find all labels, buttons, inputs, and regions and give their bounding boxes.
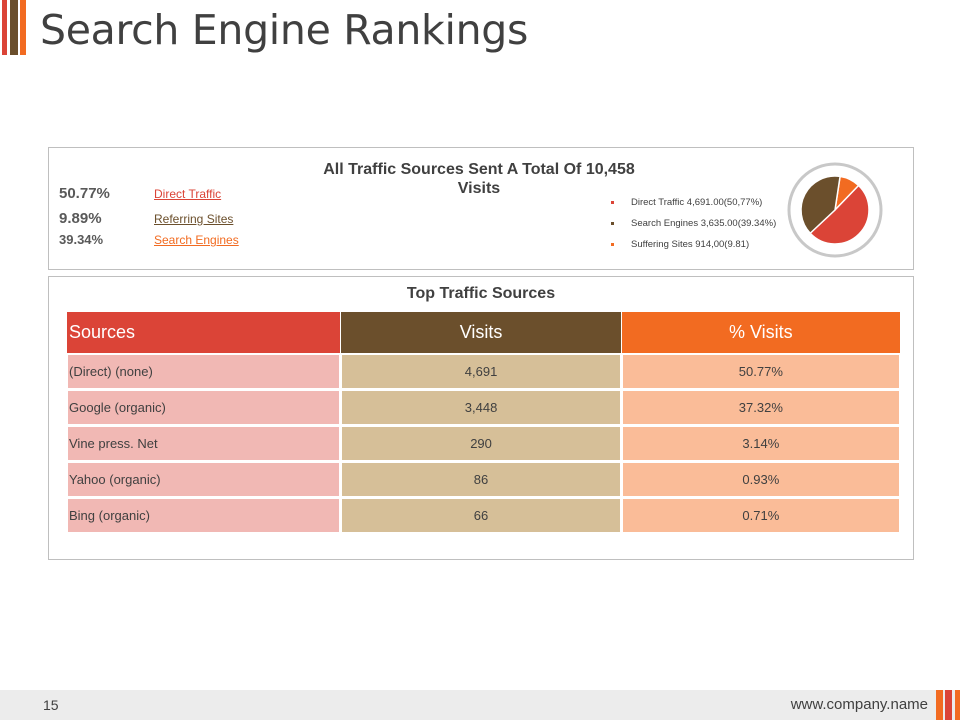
pie-svg [787, 162, 883, 258]
header-sources: Sources [67, 312, 341, 353]
footer-accent-bar-red [945, 690, 952, 720]
legend-swatch [611, 222, 614, 225]
traffic-pie-chart [786, 161, 884, 259]
stat-row-search-engines: 39.34% Search Engines [59, 232, 239, 247]
percent-cell: 3.14% [621, 426, 900, 461]
pie-slice-search-engines [800, 175, 841, 235]
website-url: www.company.name [790, 696, 928, 713]
header-accent-bar-brown [10, 0, 18, 55]
source-cell: Yahoo (organic) [67, 462, 341, 497]
visits-cell: 290 [341, 426, 621, 461]
source-cell: Google (organic) [67, 390, 341, 425]
table-row: Bing (organic) 66 0.71% [67, 498, 900, 533]
percent-cell: 37.32% [621, 390, 900, 425]
pie-legend: Direct Traffic 4,691.00(50,77%) Search E… [609, 192, 776, 255]
table-row: Yahoo (organic) 86 0.93% [67, 462, 900, 497]
visits-cell: 66 [341, 498, 621, 533]
percent-cell: 0.71% [621, 498, 900, 533]
pie-slice-direct-traffic [809, 184, 870, 245]
traffic-summary-panel: 50.77% Direct Traffic 9.89% Referring Si… [48, 147, 914, 270]
legend-item: Direct Traffic 4,691.00(50,77%) [609, 192, 776, 213]
stat-percent: 9.89% [59, 210, 102, 227]
visits-cell: 4,691 [341, 354, 621, 389]
source-cell: Vine press. Net [67, 426, 341, 461]
table-row: Vine press. Net 290 3.14% [67, 426, 900, 461]
stat-percent: 50.77% [59, 185, 110, 202]
top-traffic-sources-panel: Top Traffic Sources Sources Visits % Vis… [48, 276, 914, 560]
header-percent-visits: % Visits [621, 312, 900, 353]
legend-item: Search Engines 3,635.00(39.34%) [609, 213, 776, 234]
percent-cell: 50.77% [621, 354, 900, 389]
search-engines-link[interactable]: Search Engines [154, 233, 239, 247]
header-visits: Visits [341, 312, 621, 353]
table-header-row: Sources Visits % Visits [67, 312, 900, 353]
footer-bar: 15 www.company.name [0, 690, 960, 720]
stat-percent: 39.34% [59, 232, 104, 247]
traffic-sources-table: Sources Visits % Visits (Direct) (none) … [66, 311, 901, 534]
summary-heading: All Traffic Sources Sent A Total Of 10,4… [323, 161, 635, 197]
table-row: (Direct) (none) 4,691 50.77% [67, 354, 900, 389]
source-cell: (Direct) (none) [67, 354, 341, 389]
legend-label: Suffering Sites 914,00(9.81) [631, 239, 750, 250]
stat-row-referring-sites: 9.89% Referring Sites [59, 210, 233, 227]
referring-sites-link[interactable]: Referring Sites [154, 212, 234, 226]
table-title: Top Traffic Sources [406, 285, 556, 302]
direct-traffic-link[interactable]: Direct Traffic [154, 187, 222, 201]
legend-item: Suffering Sites 914,00(9.81) [609, 234, 776, 255]
footer-accent-bar-orange [936, 690, 943, 720]
legend-label: Direct Traffic 4,691.00(50,77%) [631, 197, 763, 208]
legend-label: Search Engines 3,635.00(39.34%) [631, 218, 777, 229]
header-accent-bar-red [2, 0, 7, 55]
legend-swatch [611, 201, 614, 204]
source-cell: Bing (organic) [67, 498, 341, 533]
footer-accent-bar-orange-2 [955, 690, 960, 720]
visits-cell: 86 [341, 462, 621, 497]
stat-row-direct-traffic: 50.77% Direct Traffic [59, 185, 221, 202]
legend-swatch [611, 243, 614, 246]
table-row: Google (organic) 3,448 37.32% [67, 390, 900, 425]
header-accent-bar-orange [20, 0, 26, 55]
page-number: 15 [43, 697, 59, 713]
percent-cell: 0.93% [621, 462, 900, 497]
page-title: Search Engine Rankings [40, 6, 529, 54]
visits-cell: 3,448 [341, 390, 621, 425]
